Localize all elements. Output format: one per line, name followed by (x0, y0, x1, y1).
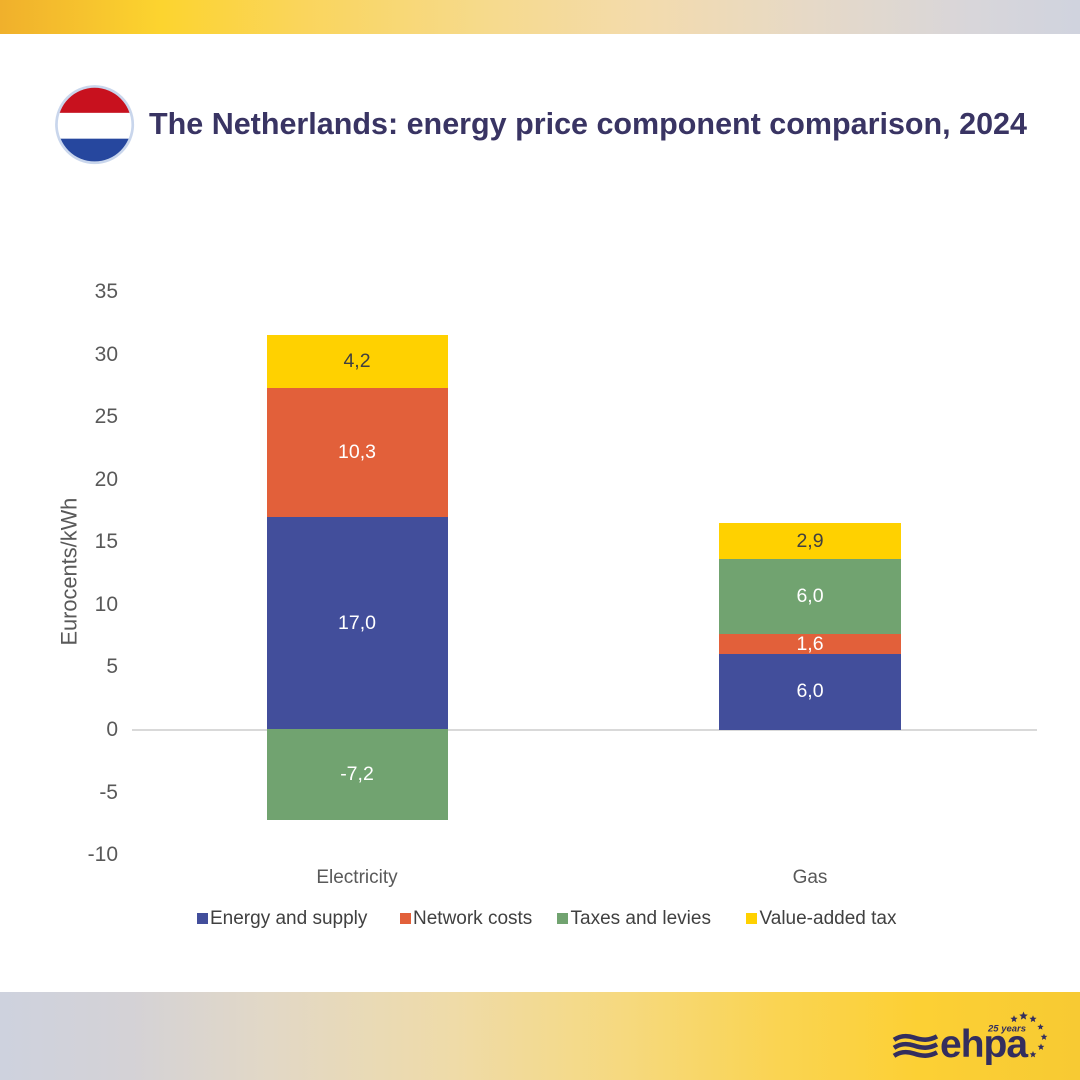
svg-text:ehpa: ehpa (940, 1023, 1028, 1066)
svg-text:25 years: 25 years (987, 1024, 1026, 1035)
